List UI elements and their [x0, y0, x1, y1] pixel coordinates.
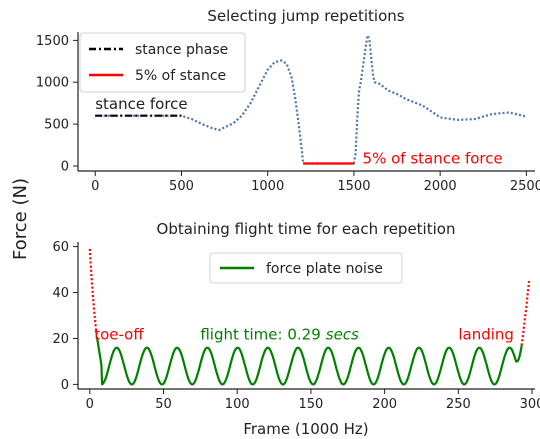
x-tick-label: 500 — [169, 179, 194, 194]
top-annotations: stance force 5% of stance force — [95, 95, 503, 167]
series-line-landing — [520, 280, 531, 346]
x-tick-label: 250 — [446, 397, 471, 412]
y-tick-label: 1000 — [36, 76, 69, 91]
top-ticks: 0 500 1000 1500 2000 2500 0 500 1000 1500 — [36, 34, 540, 194]
annotation-label: 5% of stance force — [363, 149, 503, 167]
y-tick-label: 40 — [52, 286, 69, 301]
y-tick-label: 500 — [44, 118, 69, 133]
x-tick-label: 50 — [155, 397, 172, 412]
y-tick-label: 0 — [61, 159, 69, 174]
annotation-label: stance force — [95, 95, 187, 113]
top-chart-title: Selecting jump repetitions — [207, 7, 404, 25]
bottom-chart: Obtaining flight time for each repetitio… — [52, 220, 540, 438]
series-line-force — [95, 34, 527, 165]
x-tick-label: 1000 — [251, 179, 284, 194]
legend-label-force-plate-noise: force plate noise — [266, 261, 383, 277]
annotation-label: flight time: 0.29 secs — [200, 326, 359, 344]
bottom-plot-area — [88, 248, 531, 386]
x-tick-label: 200 — [372, 397, 397, 412]
annotation-text: flight time: 0.29 — [200, 326, 320, 344]
annotation-text: stance force — [95, 95, 187, 113]
x-tick-label: 0 — [86, 397, 94, 412]
y-tick-label: 0 — [61, 378, 69, 393]
bottom-legend: force plate noise — [209, 252, 403, 284]
x-tick-label: 300 — [520, 397, 540, 412]
top-chart: Selecting jump repetitions 0 500 1000 1500 2… — [36, 7, 540, 194]
top-legend: stance phase 5% of stance — [79, 32, 246, 93]
x-tick-label: 2500 — [510, 179, 540, 194]
annotation-label: landing — [458, 326, 514, 344]
series-line-force-plate-noise — [96, 338, 523, 386]
top-legend-box — [79, 32, 246, 93]
annotation-unit: secs — [326, 326, 359, 344]
y-tick-label: 1500 — [36, 34, 69, 49]
annotation-text: 5% of stance force — [363, 149, 503, 167]
x-tick-label: 150 — [299, 397, 324, 412]
x-tick-label: 100 — [225, 397, 250, 412]
figure-ylabel: Force (N) — [10, 178, 31, 260]
y-tick-label: 60 — [52, 240, 69, 255]
bottom-xlabel: Frame (1000 Hz) — [243, 420, 368, 438]
x-tick-label: 0 — [91, 179, 99, 194]
legend-label-stance-phase: stance phase — [135, 42, 228, 58]
annotation-text: toe-off — [94, 326, 144, 344]
x-tick-label: 2000 — [424, 179, 457, 194]
y-tick-label: 20 — [52, 332, 69, 347]
annotation-text: landing — [458, 326, 514, 344]
annotation-label: toe-off — [94, 326, 144, 344]
bottom-ticks: 0 50 100 150 200 250 300 0 20 40 60 — [52, 240, 540, 412]
legend-label-5pct-stance: 5% of stance — [135, 68, 226, 84]
top-axes — [77, 32, 535, 172]
bottom-legend-box — [209, 252, 403, 284]
top-plot-area — [95, 34, 527, 165]
series-line-toe-off — [88, 248, 99, 339]
x-tick-label: 1500 — [337, 179, 370, 194]
bottom-annotations: toe-off flight time: 0.29 secs landing — [94, 326, 514, 344]
bottom-chart-title: Obtaining flight time for each repetitio… — [157, 220, 456, 238]
